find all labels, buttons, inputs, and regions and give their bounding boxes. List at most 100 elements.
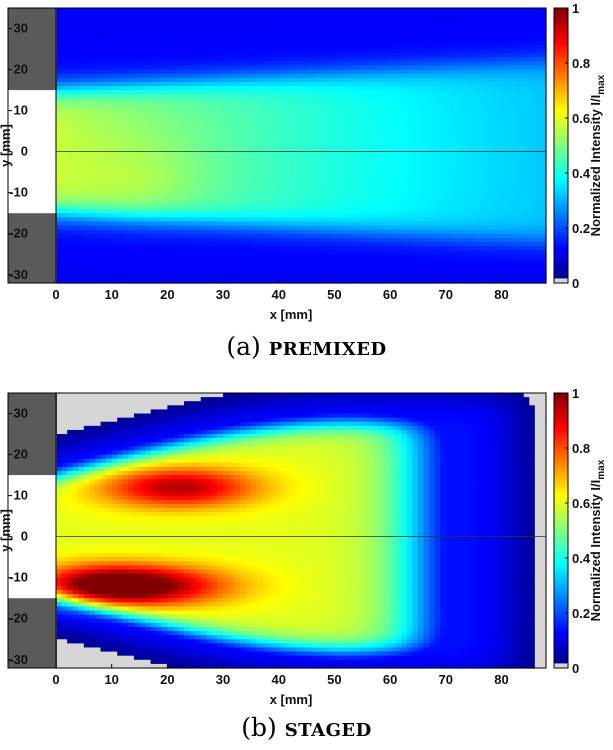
- heatmap-cell: [434, 246, 441, 251]
- heatmap-cell: [145, 163, 152, 169]
- heatmap-cell: [61, 209, 68, 214]
- heatmap-cell: [339, 122, 347, 128]
- heatmap-cell: [156, 90, 163, 95]
- heatmap-cell: [367, 20, 374, 26]
- heatmap-cell: [429, 266, 436, 272]
- heatmap-cell: [56, 221, 63, 227]
- heatmap-cell: [111, 8, 118, 13]
- heatmap-cell: [178, 24, 185, 30]
- heatmap-cell: [289, 94, 297, 99]
- heatmap-cell: [211, 217, 219, 223]
- heatmap-cell: [312, 65, 319, 71]
- heatmap-cell: [100, 90, 107, 95]
- heatmap-cell: [94, 176, 102, 181]
- heatmap-cell: [89, 221, 96, 227]
- heatmap-cell: [312, 200, 319, 206]
- heatmap-cell: [384, 168, 391, 173]
- heatmap-cell: [451, 53, 458, 58]
- heatmap-cell: [417, 180, 425, 186]
- heatmap-cell: [312, 258, 319, 264]
- heatmap-cell: [189, 172, 196, 177]
- heatmap-cell: [156, 196, 163, 202]
- heatmap-cell: [306, 135, 313, 140]
- heatmap-cell: [128, 209, 135, 214]
- heatmap-cell: [122, 106, 129, 112]
- heatmap-cell: [89, 73, 96, 79]
- heatmap-cell: [94, 135, 102, 140]
- heatmap-cell: [434, 196, 441, 202]
- heatmap-cell: [317, 229, 324, 235]
- heatmap-cell: [200, 77, 207, 83]
- heatmap-cell: [423, 118, 430, 124]
- heatmap-cell: [401, 209, 408, 214]
- heatmap-cell: [312, 217, 319, 223]
- heatmap-cell: [111, 163, 118, 169]
- heatmap-cell: [100, 122, 107, 128]
- heatmap-cell: [89, 184, 96, 190]
- heatmap-cell: [295, 237, 302, 243]
- heatmap-cell: [156, 172, 163, 177]
- heatmap-cell: [67, 24, 74, 30]
- heatmap-cell: [323, 258, 330, 264]
- heatmap-cell: [122, 266, 129, 272]
- heatmap-cell: [395, 114, 402, 120]
- heatmap-cell: [312, 90, 319, 95]
- heatmap-cell: [106, 225, 113, 231]
- heatmap-cell: [245, 147, 252, 153]
- heatmap-cell: [206, 200, 213, 206]
- heatmap-cell: [323, 250, 330, 255]
- heatmap-cell: [217, 180, 224, 186]
- heatmap-cell: [378, 200, 386, 206]
- heatmap-cell: [61, 32, 68, 38]
- heatmap-cell: [234, 213, 241, 218]
- heatmap-cell: [412, 85, 419, 91]
- heatmap-cell: [367, 32, 374, 38]
- heatmap-cell: [306, 114, 313, 120]
- heatmap-cell: [306, 24, 313, 30]
- heatmap-cell: [89, 90, 96, 95]
- heatmap-cell: [345, 225, 352, 231]
- heatmap-cell: [401, 184, 408, 190]
- heatmap-cell: [395, 241, 402, 247]
- heatmap-cell: [83, 127, 91, 132]
- heatmap-cell: [284, 151, 291, 157]
- heatmap-cell: [423, 172, 430, 177]
- heatmap-cell: [250, 221, 258, 227]
- heatmap-cell: [362, 176, 369, 181]
- heatmap-cell: [262, 69, 269, 75]
- heatmap-cell: [373, 151, 380, 157]
- heatmap-cell: [189, 57, 196, 62]
- heatmap-cell: [384, 118, 391, 124]
- heatmap-cell: [106, 262, 113, 268]
- heatmap-cell: [89, 139, 96, 145]
- heatmap-cell: [128, 73, 135, 79]
- heatmap-cell: [206, 254, 213, 259]
- heatmap-cell: [278, 254, 285, 259]
- heatmap-cell: [78, 225, 85, 231]
- heatmap-cell: [106, 196, 113, 202]
- heatmap-cell: [323, 57, 330, 62]
- heatmap-cell: [384, 188, 391, 194]
- heatmap-cell: [334, 205, 341, 210]
- heatmap-cell: [245, 180, 252, 186]
- heatmap-cell: [462, 258, 469, 264]
- heatmap-cell: [262, 24, 269, 30]
- heatmap-cell: [83, 106, 91, 112]
- heatmap-cell: [133, 266, 141, 272]
- heatmap-cell: [440, 254, 447, 259]
- heatmap-cell: [378, 241, 386, 247]
- heatmap-cell: [451, 127, 458, 132]
- heatmap-cell: [306, 172, 313, 177]
- heatmap-cell: [317, 155, 324, 161]
- heatmap-cell: [378, 159, 386, 165]
- heatmap-cell: [395, 225, 402, 231]
- heatmap-cell: [373, 44, 380, 50]
- heatmap-cell: [317, 163, 324, 169]
- heatmap-cell: [145, 40, 152, 46]
- heatmap-cell: [378, 229, 386, 235]
- heatmap-cell: [345, 44, 352, 50]
- heatmap-cell: [67, 32, 74, 38]
- heatmap-cell: [429, 44, 436, 50]
- heatmap-cell: [267, 44, 274, 50]
- heatmap-cell: [323, 94, 330, 99]
